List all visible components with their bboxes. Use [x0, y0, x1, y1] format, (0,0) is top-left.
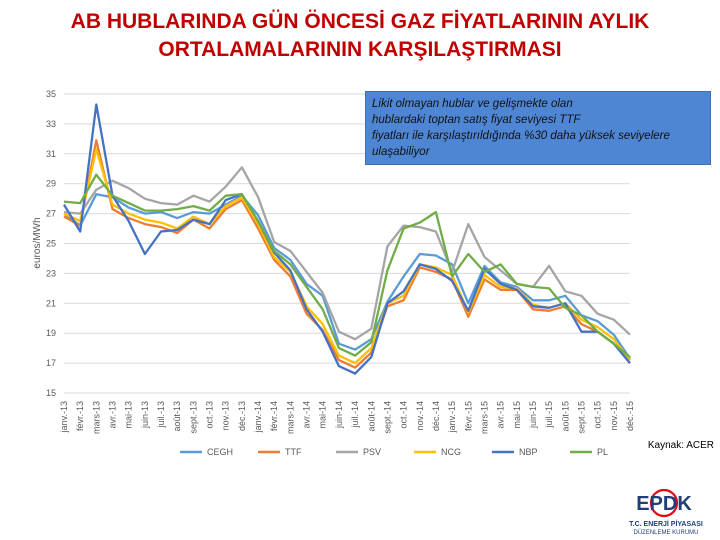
- y-tick-label: 17: [46, 358, 56, 368]
- x-tick-label: oct.-13: [205, 401, 215, 429]
- x-tick-label: févr.-13: [75, 401, 85, 431]
- x-tick-label: janv.-15: [447, 401, 457, 433]
- x-tick-label: déc.-14: [431, 401, 441, 431]
- x-tick-label: sept.-14: [382, 401, 392, 434]
- page-title: AB HUBLARINDA GÜN ÖNCESİ GAZ FİYATLARINI…: [40, 8, 680, 64]
- title-line-2: ORTALAMALARININ KARŞILAŞTIRMASI: [158, 38, 562, 61]
- y-tick-label: 21: [46, 298, 56, 308]
- annotation-box: Likit olmayan hublar ve gelişmekte olan …: [365, 91, 711, 165]
- legend-label: NBP: [519, 447, 538, 457]
- x-tick-label: août-14: [366, 401, 376, 432]
- y-tick-label: 35: [46, 89, 56, 99]
- x-tick-label: déc.-15: [625, 401, 635, 431]
- x-tick-label: juin-15: [528, 401, 538, 429]
- y-tick-label: 25: [46, 239, 56, 249]
- x-tick-label: avr.-13: [108, 401, 118, 429]
- x-tick-label: janv.-13: [59, 401, 69, 433]
- title-line-1: AB HUBLARINDA GÜN ÖNCESİ GAZ FİYATLARINI…: [70, 10, 650, 33]
- legend-label: PSV: [363, 447, 381, 457]
- legend-label: PL: [597, 447, 608, 457]
- x-tick-label: oct.-15: [593, 401, 603, 429]
- x-tick-label: juil.-15: [544, 401, 554, 429]
- series: [63, 103, 631, 375]
- y-tick-label: 31: [46, 149, 56, 159]
- x-tick-label: juil.-13: [156, 401, 166, 429]
- series-line-psv: [63, 166, 631, 341]
- x-tick-label: août-13: [172, 401, 182, 432]
- legend-label: CEGH: [207, 447, 233, 457]
- logo-mark-text: EPDK: [636, 493, 692, 515]
- x-tick-label: févr.-15: [463, 401, 473, 431]
- note-line-4: ulaşabiliyor: [372, 146, 430, 158]
- x-tick-label: févr.-14: [269, 401, 279, 431]
- x-tick-label: nov.-15: [609, 401, 619, 430]
- y-axis-label: euros/MWh: [32, 217, 43, 268]
- y-tick-label: 19: [46, 328, 56, 338]
- epdk-logo: EPDK T.C. ENERJİ PİYASASI DÜZENLEME KURU…: [598, 488, 720, 540]
- series-line-nbp: [63, 103, 631, 375]
- grid: [64, 93, 630, 394]
- y-tick-label: 33: [46, 119, 56, 129]
- x-tick-label: sept.-13: [188, 401, 198, 434]
- x-tick-label: mai-14: [318, 401, 328, 429]
- y-tick-label: 15: [46, 388, 56, 398]
- x-tick-label: juin-14: [334, 401, 344, 429]
- x-axis-ticks: janv.-13 févr.-13 mars-13 avr.-13 mai-13 juin…: [59, 401, 635, 434]
- x-tick-label: nov.-13: [221, 401, 231, 430]
- x-tick-label: mai-13: [124, 401, 134, 429]
- y-tick-label: 27: [46, 209, 56, 219]
- series-line-ncg: [63, 148, 631, 365]
- legend-label: NCG: [441, 447, 461, 457]
- y-tick-label: 29: [46, 179, 56, 189]
- x-tick-label: mars-14: [285, 401, 295, 434]
- logo-line-1: T.C. ENERJİ PİYASASI: [629, 521, 703, 528]
- x-tick-label: août-15: [560, 401, 570, 432]
- x-tick-label: sept.-15: [576, 401, 586, 434]
- series-line-cegh: [63, 193, 631, 360]
- x-tick-label: mars-15: [479, 401, 489, 434]
- logo-line-2: DÜZENLEME KURUMU: [633, 530, 699, 536]
- y-tick-label: 23: [46, 268, 56, 278]
- x-tick-label: janv.-14: [253, 401, 263, 433]
- epdk-logo-mark: EPDK: [636, 488, 692, 518]
- note-line-3: fiyatları ile karşılaştırıldığında %30 d…: [372, 130, 670, 142]
- x-tick-label: avr.-15: [496, 401, 506, 429]
- x-tick-label: nov.-14: [415, 401, 425, 430]
- note-line-1: Likit olmayan hublar ve gelişmekte olan: [372, 98, 573, 110]
- x-tick-label: juin-13: [140, 401, 150, 429]
- x-tick-label: oct.-14: [399, 401, 409, 429]
- x-tick-label: mai-15: [512, 401, 522, 429]
- x-tick-label: juil.-14: [350, 401, 360, 429]
- source-label: Kaynak: ACER: [647, 440, 714, 451]
- y-axis-ticks: 15 17 19 21 23 25 27 29 31 33 35: [46, 89, 56, 398]
- x-tick-label: avr.-14: [302, 401, 312, 429]
- legend-label: TTF: [285, 447, 302, 457]
- series-line-pl: [63, 173, 631, 358]
- legend: CEGH TTF PSV NCG NBP PL: [180, 447, 608, 457]
- x-tick-label: déc.-13: [237, 401, 247, 431]
- x-tick-label: mars-13: [91, 401, 101, 434]
- series-line-ttf: [63, 139, 631, 369]
- note-line-2: hublardaki toptan satış fiyat seviyesi T…: [372, 114, 581, 126]
